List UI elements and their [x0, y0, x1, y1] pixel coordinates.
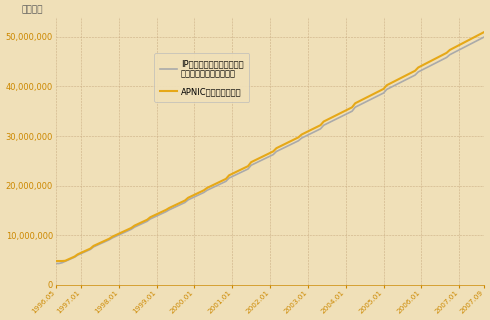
IPアドレス管理指定事業者
（旧会員）への割り振り [242, 169, 248, 172]
IPアドレス管理指定事業者
（旧会員）への割り振り [53, 261, 59, 265]
APNICからの割り振り [210, 183, 216, 187]
IPアドレス管理指定事業者
（旧会員）への割り振り [318, 127, 323, 131]
APNICからの割り振り [242, 166, 248, 170]
IPアドレス管理指定事業者
（旧会員）への割り振り [482, 35, 488, 39]
IPアドレス管理指定事業者
（旧会員）への割り振り [201, 190, 207, 194]
IPアドレス管理指定事業者
（旧会員）への割り振り [384, 87, 390, 91]
Line: APNICからの割り振り: APNICからの割り振り [56, 32, 485, 261]
Text: （件数）: （件数） [22, 5, 43, 14]
IPアドレス管理指定事業者
（旧会員）への割り振り [113, 235, 119, 238]
IPアドレス管理指定事業者
（旧会員）への割り振り [210, 185, 216, 189]
APNICからの割り振り [318, 123, 323, 127]
APNICからの割り振り [201, 188, 207, 192]
APNICからの割り振り [384, 83, 390, 87]
Line: IPアドレス管理指定事業者
（旧会員）への割り振り: IPアドレス管理指定事業者 （旧会員）への割り振り [56, 37, 485, 263]
APNICからの割り振り [113, 233, 119, 237]
Legend: IPアドレス管理指定事業者
（旧会員）への割り振り, APNICからの割り振り: IPアドレス管理指定事業者 （旧会員）への割り振り, APNICからの割り振り [154, 53, 249, 102]
APNICからの割り振り [482, 30, 488, 34]
APNICからの割り振り [53, 259, 59, 263]
